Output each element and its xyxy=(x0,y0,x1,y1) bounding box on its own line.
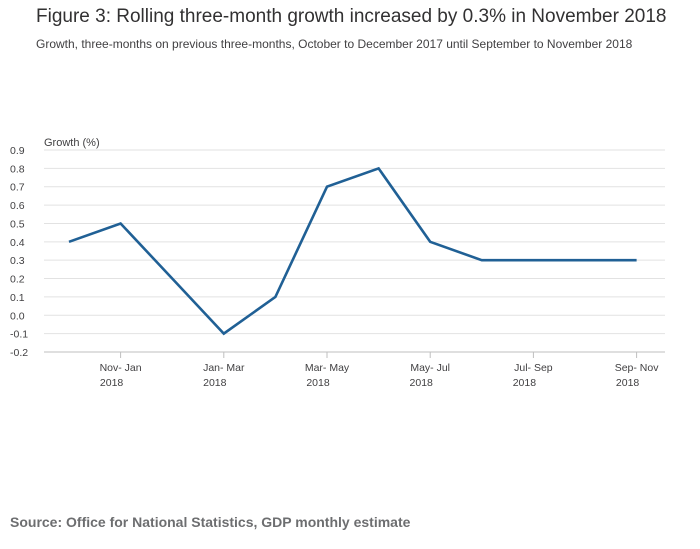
x-tick-year: 2018 xyxy=(306,377,330,389)
y-tick-label: 0.5 xyxy=(10,218,25,230)
x-tick-year: 2018 xyxy=(203,377,227,389)
y-tick-label: 0.8 xyxy=(10,163,25,175)
y-tick-label: 0.7 xyxy=(10,182,25,194)
y-tick-label: 0.1 xyxy=(10,292,25,304)
chart-subtitle: Growth, three-months on previous three-m… xyxy=(36,37,633,51)
chart-title: Figure 3: Rolling three-month growth inc… xyxy=(36,6,667,27)
x-tick-label: Jan- Mar xyxy=(203,362,245,374)
y-tick-label: 0.4 xyxy=(10,237,25,249)
y-tick-label: 0.3 xyxy=(10,255,25,267)
x-tick-label: May- Jul xyxy=(410,362,450,374)
series-line xyxy=(68,166,637,336)
x-tick-label: Jul- Sep xyxy=(514,362,553,374)
x-tick-label: Sep- Nov xyxy=(615,362,660,374)
y-tick-label: -0.1 xyxy=(10,329,28,341)
y-tick-label: 0.0 xyxy=(10,310,25,322)
x-tick-year: 2018 xyxy=(616,377,640,389)
x-tick-label: Mar- May xyxy=(305,362,350,374)
x-tick-year: 2018 xyxy=(410,377,434,389)
x-tick-year: 2018 xyxy=(100,377,124,389)
y-tick-label: -0.2 xyxy=(10,347,28,359)
source-note: Source: Office for National Statistics, … xyxy=(10,514,411,530)
y-tick-label: 0.2 xyxy=(10,274,25,286)
y-tick-label: 0.6 xyxy=(10,200,25,212)
y-axis-title: Growth (%) xyxy=(44,137,100,149)
y-tick-label: 0.9 xyxy=(10,145,25,157)
x-tick-label: Nov- Jan xyxy=(100,362,142,374)
x-tick-year: 2018 xyxy=(513,377,537,389)
